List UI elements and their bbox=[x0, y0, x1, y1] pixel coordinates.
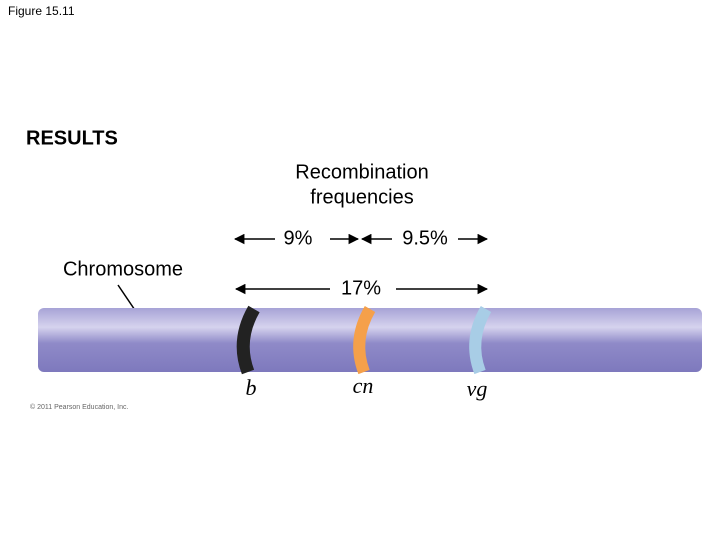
chromosome bbox=[38, 308, 702, 372]
copyright: © 2011 Pearson Education, Inc. bbox=[30, 403, 128, 411]
distance-label: 17% bbox=[341, 277, 381, 299]
heading-line: frequencies bbox=[310, 186, 413, 208]
arrows bbox=[117, 233, 489, 323]
section-title: RESULTS bbox=[26, 127, 118, 149]
gene-band bbox=[469, 305, 492, 375]
heading-line: Recombination bbox=[295, 161, 428, 183]
distance-label: 9% bbox=[284, 227, 313, 249]
gene-label: b bbox=[246, 375, 257, 400]
gene-band bbox=[353, 305, 376, 375]
distance-label: 9.5% bbox=[402, 227, 448, 249]
figure-label: Figure 15.11 bbox=[8, 4, 75, 18]
chromosome-label: Chromosome bbox=[63, 258, 183, 280]
gene-label: vg bbox=[467, 376, 488, 401]
gene-band bbox=[236, 305, 260, 375]
gene-label: cn bbox=[353, 373, 374, 398]
